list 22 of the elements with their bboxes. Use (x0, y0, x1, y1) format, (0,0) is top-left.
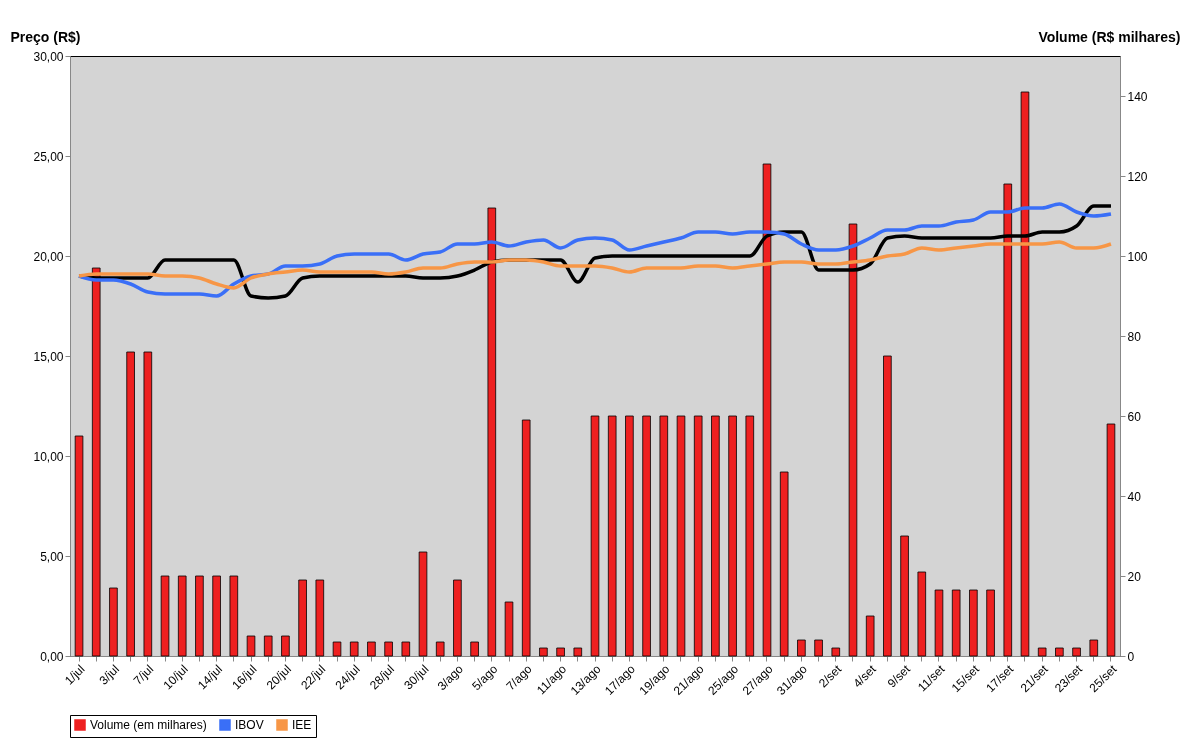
y-tick-label: 25,00 (33, 149, 64, 164)
x-tick-label: 7/jul (130, 662, 157, 688)
y2-tick-label: 20 (1127, 569, 1142, 584)
y2-tick-label: 100 (1127, 249, 1148, 264)
y2-tick-label: 40 (1127, 489, 1142, 504)
legend-label: Volume (em milhares) (90, 718, 207, 732)
y-tick-label: 20,00 (33, 249, 64, 264)
legend-label: IEE (292, 718, 312, 732)
y-tick-label: 30,00 (33, 49, 64, 64)
legend-label: IBOV (235, 718, 264, 732)
y2-tick-label: 60 (1127, 409, 1142, 424)
y2-tick-label: 0 (1127, 649, 1135, 664)
line-series (77, 240, 1113, 290)
y-tick-label: 5,00 (40, 549, 64, 564)
y2-tick-label: 80 (1127, 329, 1142, 344)
y-tick-label: 10,00 (33, 449, 64, 464)
y-axis-title: Preço (R$) (10, 28, 81, 45)
y-tick-label: 15,00 (33, 349, 64, 364)
y2-tick-label: 140 (1127, 89, 1148, 104)
y2-axis-title: Volume (R$ milhares) (1038, 28, 1181, 45)
y-tick-label: 0,00 (40, 649, 64, 664)
y2-tick-label: 120 (1127, 169, 1148, 184)
